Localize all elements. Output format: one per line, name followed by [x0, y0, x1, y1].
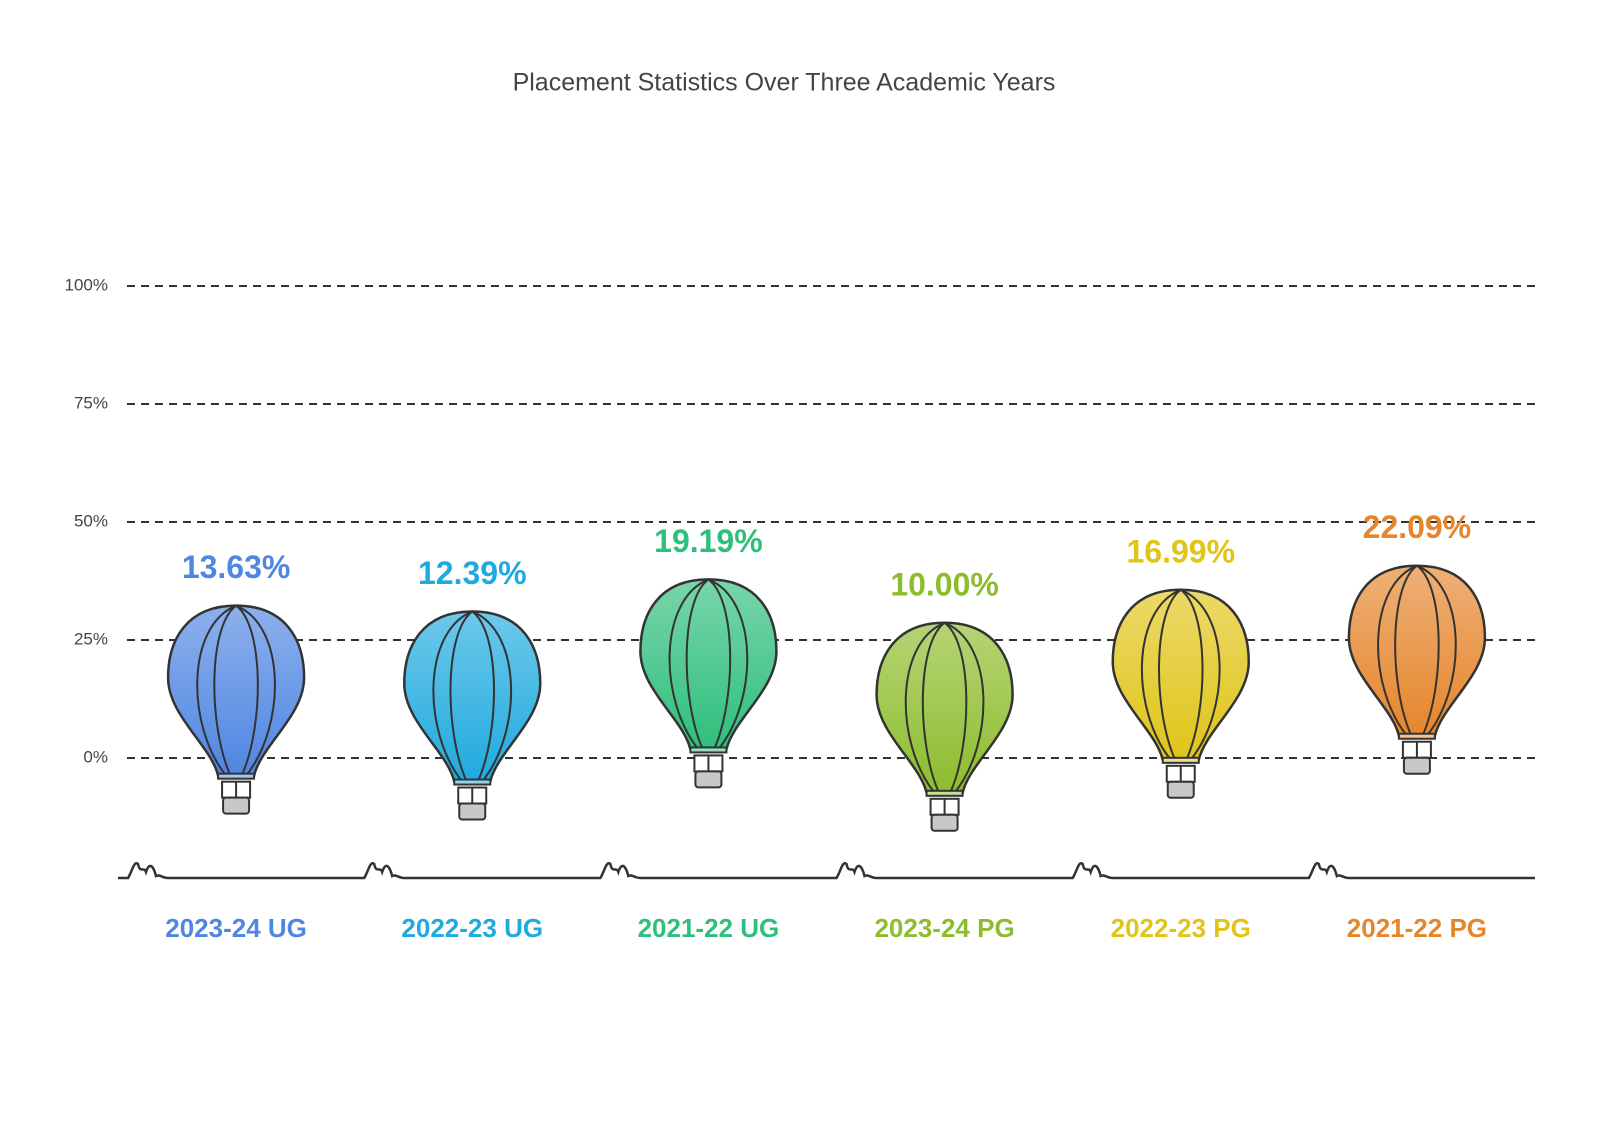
y-tick-label: 25%: [74, 629, 108, 648]
x-tick-label: 2022-23 PG: [1111, 913, 1251, 943]
chart-title: Placement Statistics Over Three Academic…: [513, 69, 1056, 97]
x-tick-label: 2022-23 UG: [401, 913, 543, 943]
value-label: 10.00%: [890, 566, 999, 602]
balloon: [875, 621, 1014, 832]
value-label: 19.19%: [654, 523, 763, 559]
value-label: 16.99%: [1126, 533, 1235, 569]
balloon: [1111, 588, 1251, 799]
value-label: 12.39%: [418, 555, 527, 591]
x-tick-label: 2023-24 UG: [165, 913, 307, 943]
y-tick-label: 100%: [65, 275, 108, 294]
balloon: [402, 610, 542, 821]
x-tick-label: 2023-24 PG: [874, 913, 1014, 943]
ground: [118, 861, 1535, 880]
y-tick-label: 75%: [74, 393, 108, 412]
value-label: 13.63%: [182, 549, 291, 585]
balloon: [639, 578, 778, 789]
x-tick-label: 2021-22 PG: [1347, 913, 1487, 943]
balloon: [166, 604, 306, 815]
y-tick-label: 0%: [83, 747, 108, 766]
x-tick-label: 2021-22 UG: [638, 913, 780, 943]
y-tick-label: 50%: [74, 511, 108, 530]
value-label: 22.09%: [1363, 509, 1472, 545]
balloon: [1347, 564, 1487, 775]
